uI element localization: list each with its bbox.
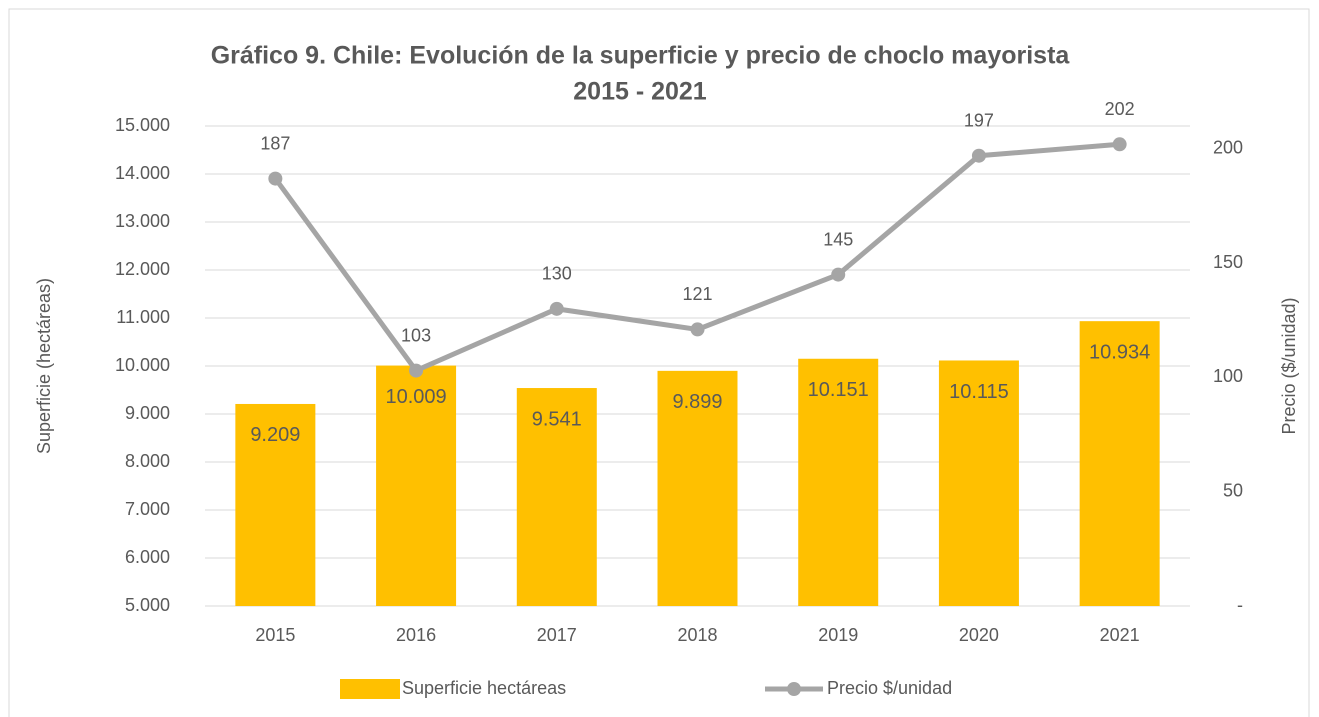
line-value-label: 202 [1105,99,1135,119]
y2-tick-label: 150 [1213,252,1243,272]
line-point [971,148,986,163]
legend-label: Superficie hectáreas [402,678,566,698]
y-tick-label: 8.000 [125,451,170,471]
y-tick-label: 5.000 [125,595,170,615]
line-value-label: 145 [823,229,853,249]
line-point [690,322,705,337]
bar-value-label: 9.541 [532,408,582,430]
x-tick-label: 2016 [396,625,436,645]
y-tick-label: 12.000 [115,259,170,279]
y-tick-label: 9.000 [125,403,170,423]
y-tick-label: 15.000 [115,115,170,135]
y2-tick-label: - [1237,595,1243,615]
legend-label: Precio $/unidad [827,678,952,698]
x-tick-label: 2018 [677,625,717,645]
x-tick-label: 2020 [959,625,999,645]
bar-value-label: 10.934 [1089,341,1150,363]
y2-tick-label: 100 [1213,366,1243,386]
bar [235,403,316,606]
bar-value-label: 9.899 [672,391,722,413]
x-tick-label: 2019 [818,625,858,645]
chart-title: Gráfico 9. Chile: Evolución de la superf… [211,42,1071,70]
x-tick-label: 2017 [537,625,577,645]
bar [657,370,738,606]
y2-tick-label: 200 [1213,138,1243,158]
line-value-label: 130 [542,264,572,284]
chart-title: 2015 - 2021 [573,78,707,106]
line-value-label: 121 [682,284,712,304]
legend-swatch [787,682,801,696]
bar-value-label: 10.115 [949,381,1009,403]
line-point [549,301,564,316]
line-value-label: 103 [401,325,431,345]
bar [798,358,879,606]
y-tick-label: 13.000 [115,211,170,231]
line-point [268,171,283,186]
y2-axis-title: Precio ($/unidad) [1279,297,1299,434]
bar [938,360,1019,606]
bar [376,365,457,606]
bar [516,388,597,606]
bar-value-label: 10.009 [385,386,446,408]
y-tick-label: 7.000 [125,499,170,519]
y-tick-label: 10.000 [115,355,170,375]
bar-value-label: 9.209 [250,424,300,446]
bar-value-label: 10.151 [808,379,869,401]
bar [1079,321,1160,606]
line-point [1112,137,1127,152]
x-tick-label: 2021 [1100,625,1140,645]
line-point [831,267,846,282]
line-value-label: 197 [964,110,994,130]
y2-tick-label: 50 [1223,480,1243,500]
line-value-label: 187 [260,133,290,153]
legend-swatch [340,679,400,699]
x-tick-label: 2015 [255,625,295,645]
y-tick-label: 11.000 [116,307,170,327]
y-tick-label: 14.000 [115,163,170,183]
y-tick-label: 6.000 [125,547,170,567]
line-point [409,363,424,378]
y-axis-title: Superficie (hectáreas) [34,278,54,454]
